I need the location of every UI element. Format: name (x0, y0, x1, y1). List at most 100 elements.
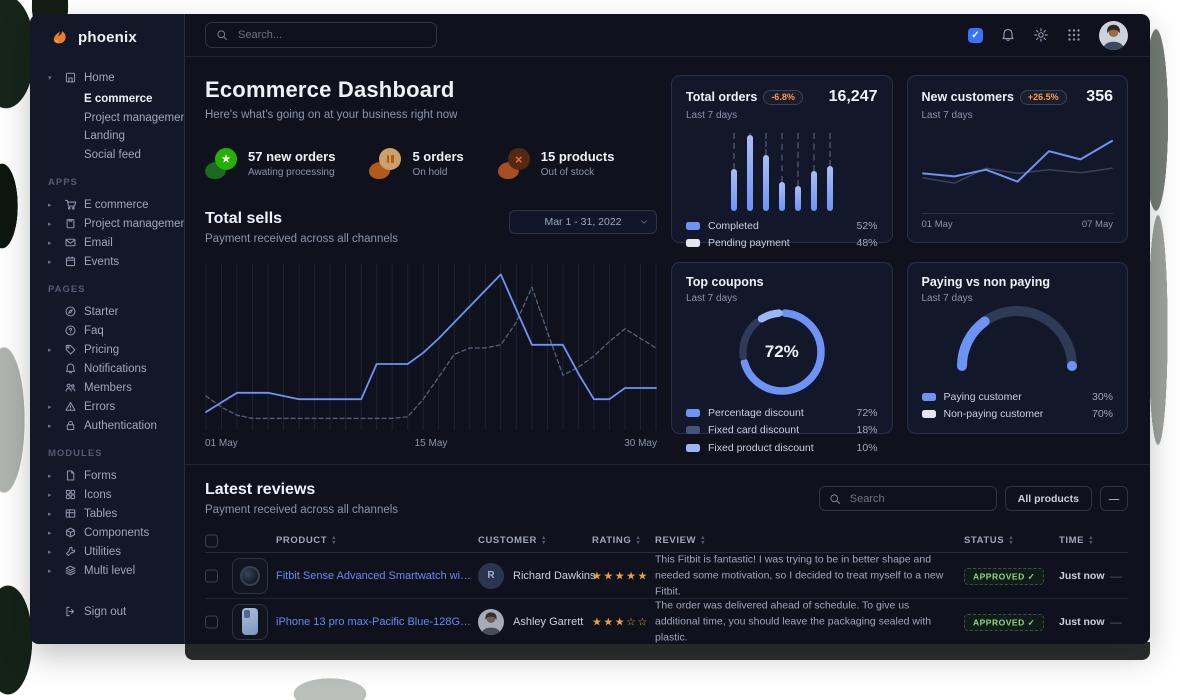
search-field[interactable] (236, 28, 426, 42)
sidebar-item-social-feed[interactable]: Social feed (84, 148, 141, 161)
tag-icon (64, 343, 77, 356)
x-tick-start: 01 May (921, 219, 953, 230)
top-coupons-donut-chart: 72% (686, 306, 878, 398)
card-title: Paying vs non paying (921, 275, 1051, 289)
clipboard-icon (64, 217, 77, 230)
row-menu-dash[interactable]: — (1110, 614, 1122, 629)
sidebar-item-email[interactable]: ▸ Email (48, 233, 178, 252)
sidebar-item-sign-out[interactable]: Sign out (48, 602, 178, 621)
sidebar-item-utilities[interactable]: ▸ Utilities (48, 542, 178, 561)
row-menu-dash[interactable]: — (1110, 568, 1122, 583)
product-thumbnail[interactable] (232, 557, 268, 594)
page-subtitle: Here's what's going on at your business … (205, 109, 458, 121)
bar-column (778, 131, 785, 211)
card-paying-vs-nonpaying: Paying vs non paying Last 7 days Paying … (906, 262, 1128, 434)
sidebar-item-e-commerce[interactable]: E commerce (84, 93, 153, 106)
header-select-all-checkbox[interactable] (205, 534, 218, 547)
sidebar-item-project-management[interactable]: Project management (84, 111, 184, 124)
sidebar-item-project-management[interactable]: ▸ Project management (48, 214, 184, 233)
people-icon (64, 381, 77, 394)
row-checkbox[interactable] (205, 569, 218, 582)
home-icon (64, 71, 77, 84)
date-range-select[interactable]: Mar 1 - 31, 2022 (509, 210, 657, 234)
sidebar-item-icons[interactable]: ▸ Icons (48, 485, 178, 504)
sidebar-item-forms[interactable]: ▸ Forms (48, 466, 178, 485)
user-avatar[interactable] (1099, 20, 1128, 50)
sidebar-item-landing[interactable]: Landing (84, 130, 125, 143)
card-title: Total orders (686, 90, 758, 104)
row-checkbox[interactable] (205, 615, 218, 628)
sidebar-item-authentication[interactable]: ▸ Authentication (48, 416, 178, 435)
customer-cell: Ashley Garrett (478, 608, 583, 635)
customer-avatar: R (478, 562, 504, 589)
star-stat-icon: ★ (205, 148, 239, 179)
search-input[interactable] (205, 22, 437, 48)
all-products-filter-button[interactable]: All products (1004, 486, 1092, 511)
apps-grid-icon[interactable] (1066, 27, 1082, 43)
product-link[interactable]: Fitbit Sense Advanced Smartwatch with To… (276, 569, 472, 582)
sidebar-home-items: E commerce Project management Landing Socia… (84, 90, 184, 164)
column-header-customer[interactable]: CUSTOMER ▲ ▼ (478, 535, 547, 546)
sort-icon: ▲ ▼ (541, 535, 548, 546)
product-thumbnail[interactable] (232, 603, 268, 640)
notifications-bell-icon[interactable] (1000, 27, 1016, 43)
sidebar-item-e-commerce[interactable]: ▸ E commerce (48, 195, 178, 214)
sidebar-item-components[interactable]: ▸ Components (48, 523, 178, 542)
sidebar-item-errors[interactable]: ▸ Errors (48, 397, 178, 416)
theme-toggle-check-icon[interactable]: ✓ (968, 27, 983, 43)
sidebar-item-label: Forms (84, 469, 117, 482)
reviews-search-input[interactable] (818, 486, 997, 511)
settings-gear-icon[interactable] (1033, 27, 1049, 43)
product-link[interactable]: iPhone 13 pro max-Pacific Blue-128GB sto… (276, 615, 472, 628)
sidebar-item-faq[interactable]: Faq (48, 321, 178, 340)
bar-dash-extension (780, 133, 783, 183)
sidebar-item-label: Icons (84, 488, 112, 501)
sidebar-item-events[interactable]: ▸ Events (48, 252, 178, 271)
legend-label: Paying customer (943, 390, 1022, 403)
phoenix-logo[interactable]: phoenix (30, 14, 184, 60)
stat-value: 5 orders (412, 149, 464, 164)
chevron-right-icon: ▸ (48, 346, 52, 354)
table-collapse-button[interactable]: — (1100, 486, 1128, 511)
column-header-product[interactable]: PRODUCT ▲ ▼ (276, 535, 337, 546)
legend-label: Fixed card discount (708, 424, 800, 437)
stat-value: 57 new orders (248, 149, 336, 164)
sidebar-item-tables[interactable]: ▸ Tables (48, 504, 178, 523)
legend-value: 70% (1091, 408, 1113, 421)
table-row: iPhone 13 pro max-Pacific Blue-128GB sto… (205, 599, 1128, 644)
question-icon (64, 324, 77, 337)
sidebar-group-home[interactable]: ▾ Home (48, 68, 178, 87)
pause-stat-icon (369, 148, 403, 179)
column-header-rating[interactable]: RATING ▲ ▼ (592, 535, 641, 546)
sidebar-item-notifications[interactable]: Notifications (48, 359, 178, 378)
column-header-time[interactable]: TIME ▲ ▼ (1059, 535, 1094, 546)
status-badge: APPROVED ✓ (964, 568, 1045, 585)
calendar-icon (64, 255, 77, 268)
column-header-review[interactable]: REVIEW ▲ ▼ (655, 535, 706, 546)
card-total-orders: Total orders -6.8% 16,247 Last 7 days Co… (671, 75, 893, 249)
reviews-search-field[interactable] (847, 491, 987, 506)
chevron-down-icon (639, 217, 649, 227)
bar (826, 166, 833, 211)
total-orders-legend: Completed 52% Pending payment 48% (686, 217, 878, 253)
stat-text: 5 orders On hold (412, 149, 463, 178)
review-text: The order was delivered ahead of schedul… (655, 599, 932, 644)
bar-dash-extension (764, 133, 767, 155)
sidebar-item-multi-level[interactable]: ▸ Multi level (48, 561, 178, 580)
legend-swatch (921, 392, 936, 401)
legend-label: Completed (708, 219, 759, 232)
sidebar-item-label: Utilities (84, 545, 122, 558)
customer-name: Richard Dawkins (513, 569, 596, 582)
column-header-status[interactable]: STATUS ▲ ▼ (964, 535, 1014, 546)
stat-bubble: ★ (215, 148, 237, 170)
card-value: 356 (1086, 88, 1113, 105)
sidebar-item-starter[interactable]: Starter (48, 302, 178, 321)
chevron-right-icon: ▸ (48, 258, 52, 266)
sidebar-item-label: E commerce (84, 198, 149, 211)
new-customers-x-axis: 01 May 07 May (921, 213, 1113, 230)
sidebar-item-members[interactable]: Members (48, 378, 178, 397)
sidebar-item-pricing[interactable]: ▸ Pricing (48, 340, 178, 359)
card-title: Top coupons (686, 275, 764, 289)
status-cell: APPROVED ✓ (964, 567, 1045, 585)
sidebar-item-label: Email (84, 236, 113, 249)
